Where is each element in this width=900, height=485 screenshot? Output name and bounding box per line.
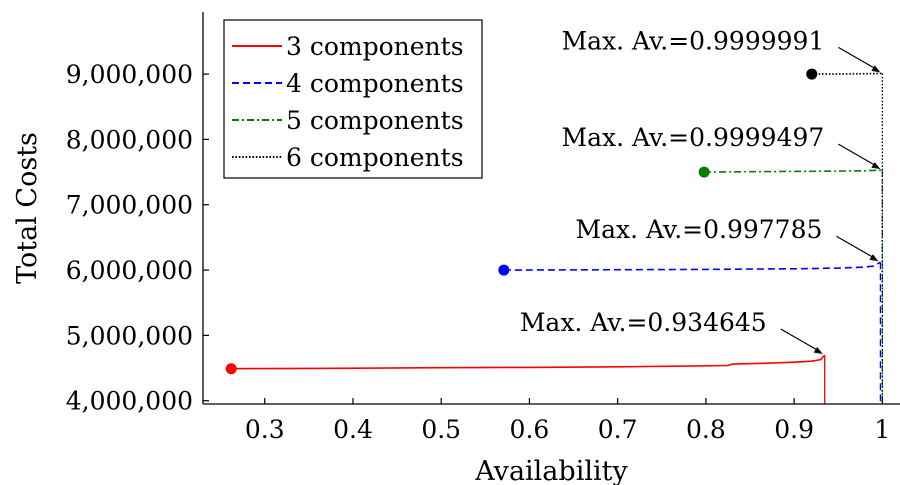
y-ticks: 4,000,000 5,000,000 6,000,000 7,000,000 8,00… xyxy=(66,60,209,416)
legend-label: 5 components xyxy=(286,106,464,135)
series-6-components xyxy=(806,68,884,404)
x-tick-label: 1 xyxy=(874,415,890,444)
x-axis-label: Availability xyxy=(474,456,628,485)
y-tick-label: 9,000,000 xyxy=(66,60,193,89)
max-availability-annotation: Max. Av.=0.9999991 xyxy=(562,26,825,55)
max-availability-annotation: Max. Av.=0.9999497 xyxy=(562,123,825,152)
series-line xyxy=(503,261,881,271)
legend-item: 4 components xyxy=(232,69,464,98)
x-tick-label: 0.4 xyxy=(333,415,373,444)
legend-item: 5 components xyxy=(232,106,464,135)
legend-item: 6 components xyxy=(232,143,464,172)
y-tick-label: 7,000,000 xyxy=(66,191,193,220)
legend-label: 6 components xyxy=(286,143,464,172)
annotation-pointer xyxy=(780,328,821,353)
annotation-pointer xyxy=(836,235,877,260)
series-line xyxy=(231,354,826,370)
max-availability-annotation: Max. Av.=0.934645 xyxy=(520,308,767,337)
annotation-arrowhead xyxy=(871,162,881,170)
x-tick-label: 0.9 xyxy=(774,415,814,444)
series-start-marker xyxy=(806,68,818,80)
x-tick-label: 0.8 xyxy=(686,415,726,444)
x-tick-label: 0.6 xyxy=(510,415,550,444)
legend-item: 3 components xyxy=(232,32,464,61)
legend-label: 3 components xyxy=(286,32,464,61)
annotation-pointer xyxy=(838,46,879,71)
annotation-pointer xyxy=(838,143,879,168)
series-start-marker xyxy=(698,166,710,178)
annotation-arrowhead xyxy=(813,347,823,354)
x-tick-label: 0.5 xyxy=(421,415,461,444)
x-tick-label: 0.7 xyxy=(598,415,638,444)
y-axis-label: Total Costs xyxy=(12,132,43,284)
series-line xyxy=(811,72,883,75)
axes: 0.3 0.4 0.5 0.6 0.7 0.8 0.9 1 4,000,000 5,000,00… xyxy=(12,12,900,485)
annotation-arrowhead xyxy=(869,254,879,262)
x-tick-label: 0.3 xyxy=(245,415,285,444)
plot-area xyxy=(225,68,884,404)
annotations: Max. Av.=0.934645 Max. Av.=0.997785 Max. A… xyxy=(520,26,881,354)
y-tick-label: 4,000,000 xyxy=(66,387,193,416)
y-tick-label: 8,000,000 xyxy=(66,125,193,154)
series-start-marker xyxy=(498,264,510,276)
y-tick-label: 5,000,000 xyxy=(66,321,193,350)
series-4-components xyxy=(498,261,882,404)
legend: 3 components 4 components 5 components 6 co… xyxy=(223,19,483,179)
legend-label: 4 components xyxy=(286,69,464,98)
series-5-components xyxy=(698,166,883,404)
annotation-arrowhead xyxy=(871,65,881,73)
series-start-marker xyxy=(225,363,237,375)
series-3-components xyxy=(225,354,826,404)
max-availability-annotation: Max. Av.=0.997785 xyxy=(576,215,823,244)
x-ticks: 0.3 0.4 0.5 0.6 0.7 0.8 0.9 1 xyxy=(245,398,890,444)
y-tick-label: 6,000,000 xyxy=(66,256,193,285)
series-line xyxy=(704,169,883,173)
